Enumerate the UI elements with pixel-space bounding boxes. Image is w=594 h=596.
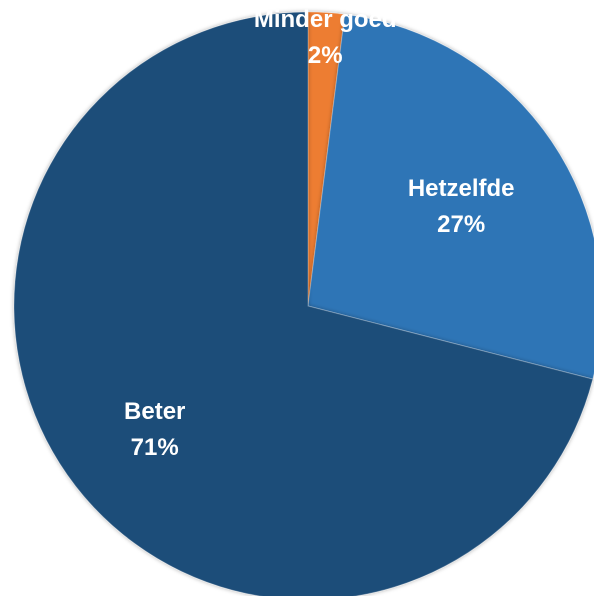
pie-slices: [13, 11, 594, 596]
slice-label-value: 27%: [437, 211, 485, 238]
slice-label-name: Beter: [124, 398, 185, 425]
pie-labels: Minder goed 2% Hetzelfde 27% Beter 71%: [124, 6, 515, 461]
slice-label-name: Hetzelfde: [408, 175, 515, 202]
slice-label-value: 2%: [308, 42, 343, 69]
pie-slice-beter: [13, 11, 594, 596]
slice-label-name: Minder goed: [254, 6, 397, 33]
slice-label-value: 71%: [131, 434, 179, 461]
pie-slice-hetzelfde: [307, 13, 594, 380]
